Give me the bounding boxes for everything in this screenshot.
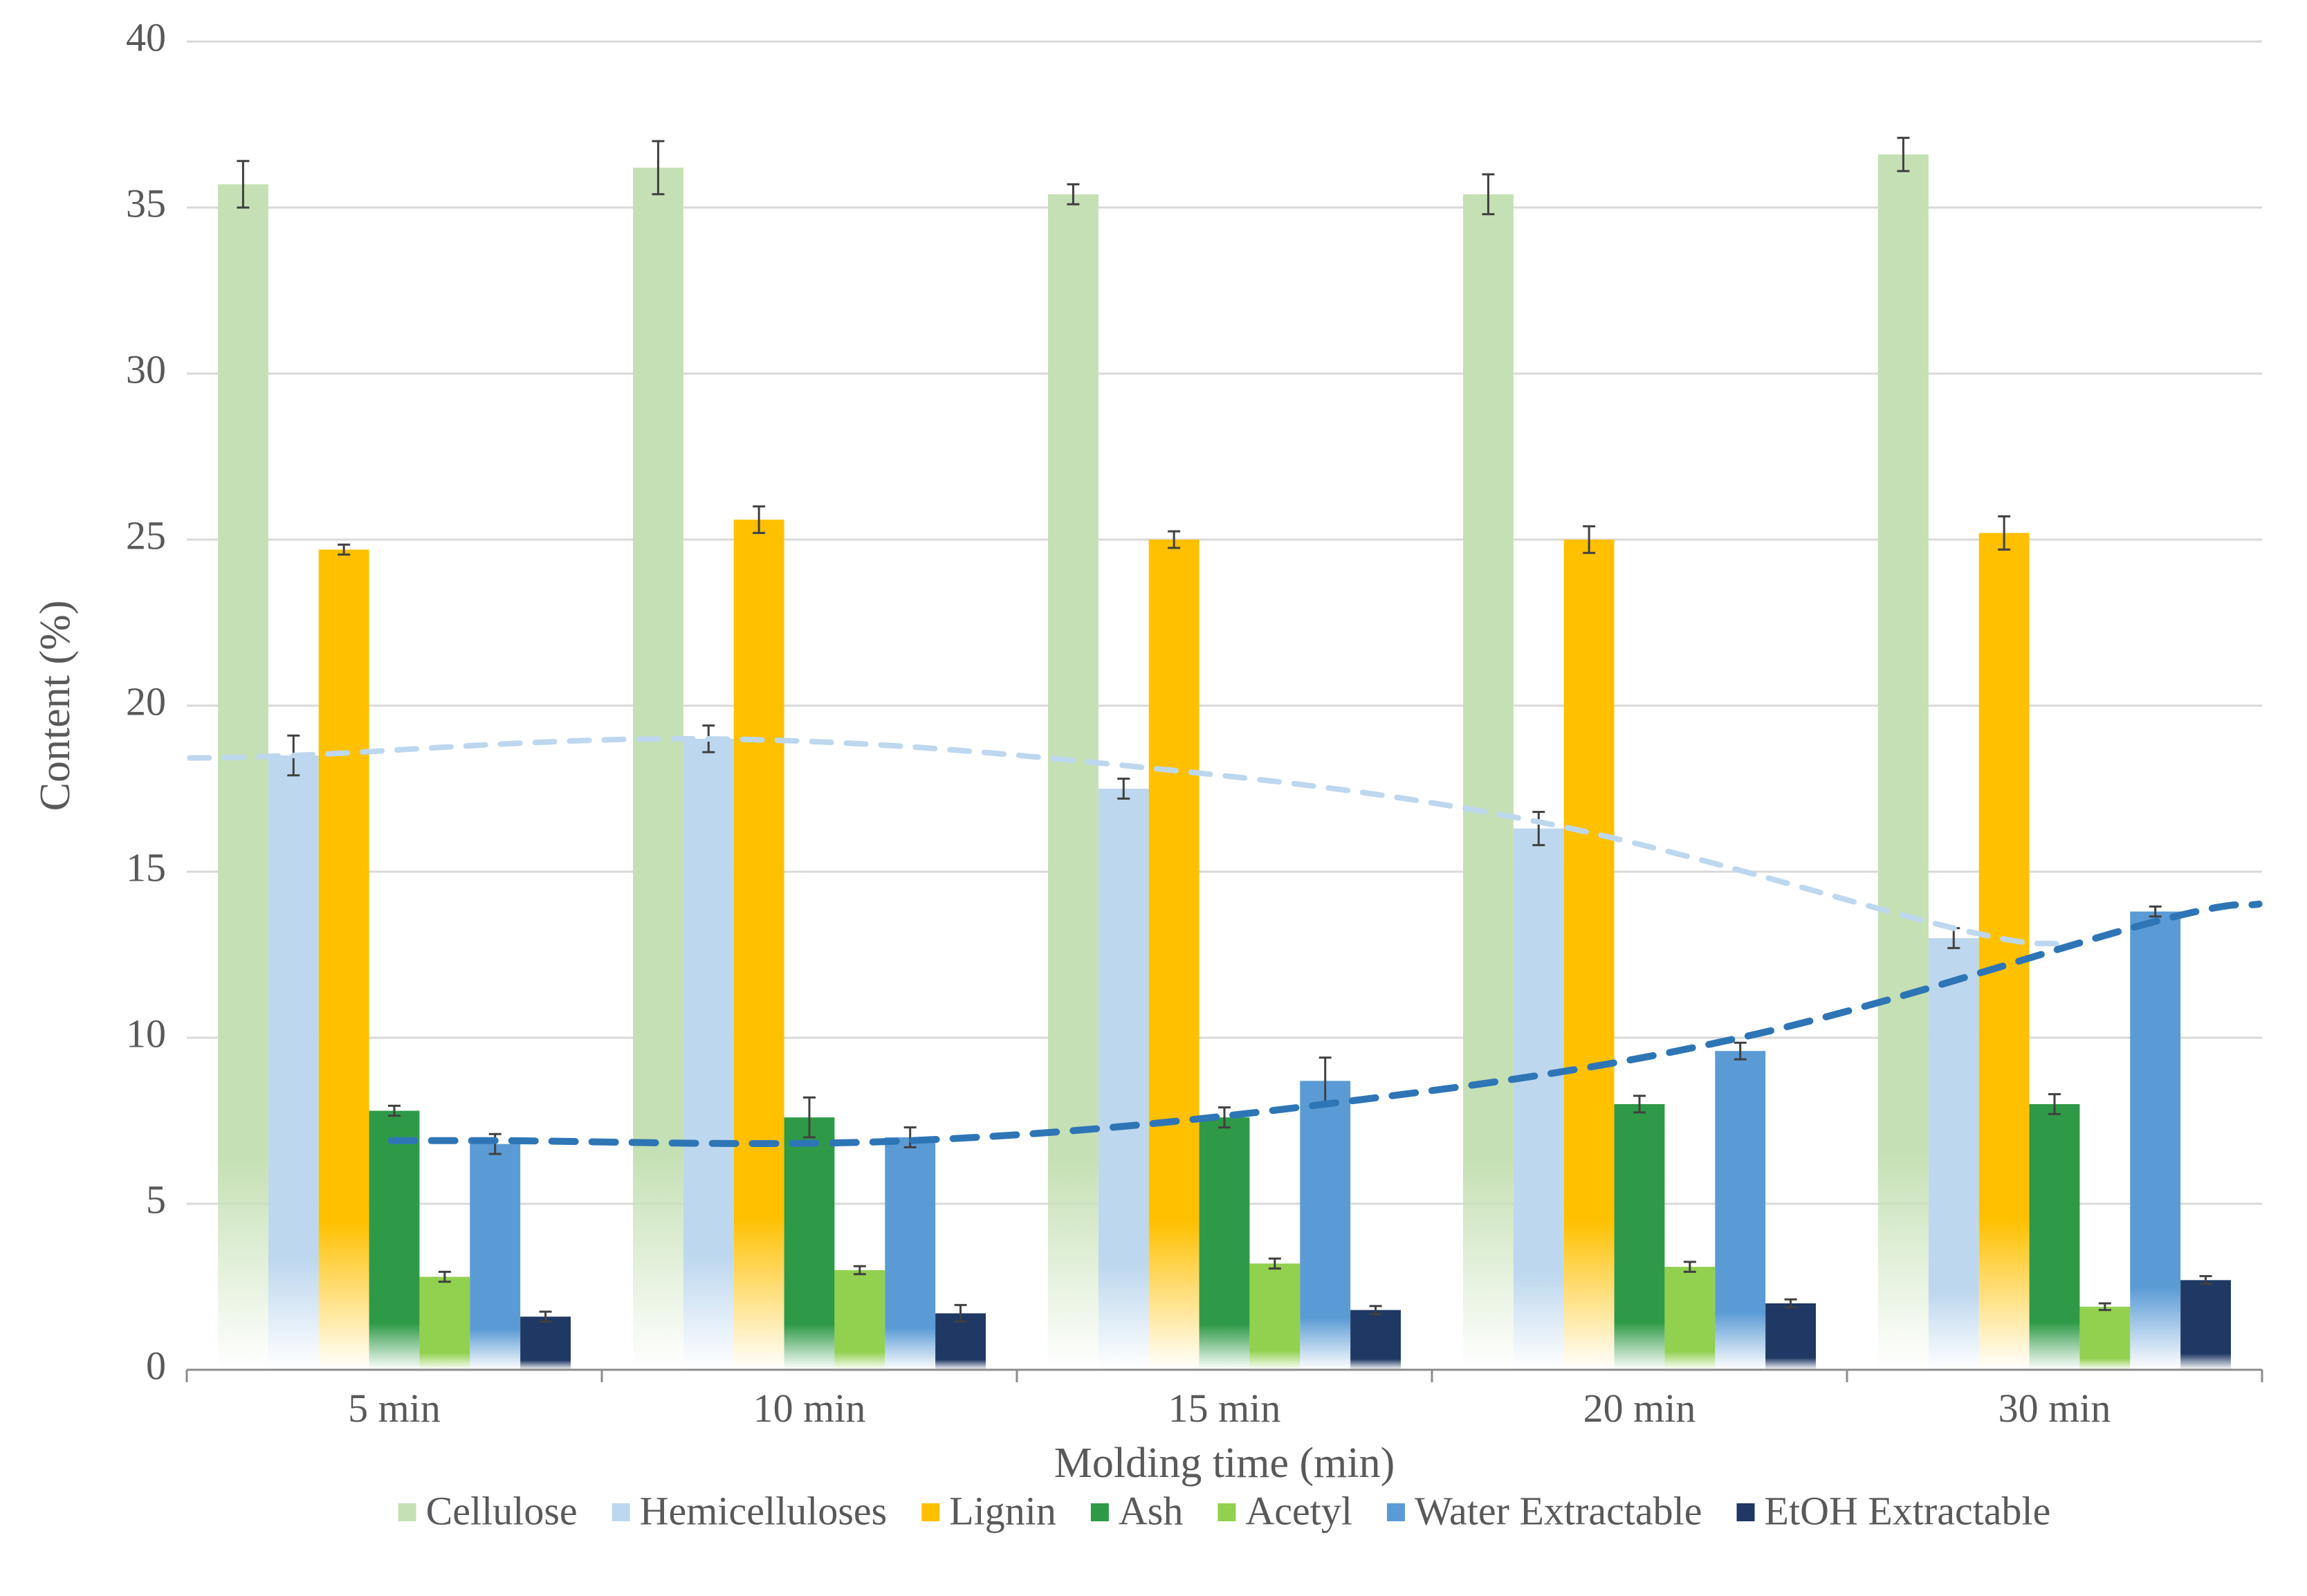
x-tick-label: 10 min	[753, 1386, 866, 1431]
legend-label: Cellulose	[426, 1488, 578, 1533]
bar-lignin	[1564, 540, 1615, 1370]
bar-acetyl	[1664, 1267, 1715, 1370]
chart-container: 0 5 10 15 20 25 30 35 40 5 min 10 min 15 min 20 min 3…	[0, 0, 2307, 1596]
bar-hemicelluloses	[1099, 789, 1149, 1370]
y-tick-label: 10	[126, 1011, 166, 1056]
legend-swatch	[1737, 1503, 1755, 1521]
bar-cellulose	[1463, 194, 1514, 1370]
legend-label: Ash	[1119, 1488, 1183, 1533]
x-tick-label: 15 min	[1168, 1386, 1281, 1431]
y-tick-label: 40	[126, 15, 166, 59]
bar-water-extractable	[470, 1144, 520, 1370]
bar-cellulose	[1048, 194, 1099, 1370]
bar-ash	[1615, 1104, 1665, 1370]
bar-cellulose	[633, 167, 683, 1370]
bar-cellulose	[1878, 154, 1929, 1370]
y-tick-label: 25	[126, 513, 166, 558]
bar-hemicelluloses	[1514, 829, 1564, 1370]
bar-acetyl	[834, 1270, 885, 1370]
bar-lignin	[734, 520, 784, 1370]
legend-label: Acetyl	[1245, 1488, 1352, 1533]
legend-swatch	[398, 1503, 416, 1521]
bar-hemicelluloses	[683, 739, 734, 1370]
bar-lignin	[1979, 533, 2030, 1370]
bar-water-extractable	[2130, 912, 2180, 1370]
bar-ash	[1200, 1117, 1250, 1370]
x-tick-label: 5 min	[348, 1386, 441, 1431]
bar-water-extractable	[1300, 1081, 1350, 1370]
bar-water-extractable	[885, 1137, 935, 1370]
y-tick-label: 5	[146, 1177, 166, 1222]
y-tick-label: 15	[126, 845, 166, 890]
bar-acetyl	[2079, 1307, 2130, 1370]
bar-acetyl	[1249, 1263, 1300, 1370]
y-tick-label: 20	[126, 679, 166, 724]
bar-ash	[2030, 1104, 2080, 1370]
x-tick-label: 20 min	[1583, 1386, 1696, 1431]
bar-lignin	[1149, 540, 1200, 1370]
bar-ash	[784, 1117, 835, 1370]
grouped-bar-chart: 0 5 10 15 20 25 30 35 40 5 min 10 min 15 min 20 min 3…	[0, 0, 2307, 1596]
y-tick-label: 35	[126, 181, 166, 226]
legend-label: Water Extractable	[1415, 1488, 1702, 1533]
legend-swatch	[1217, 1503, 1235, 1521]
bar-etoh-extractable	[520, 1317, 571, 1370]
x-axis-title: Molding time (min)	[1054, 1440, 1395, 1487]
legend-swatch	[612, 1503, 630, 1521]
legend-label: Hemicelluloses	[640, 1488, 888, 1533]
bar-ash	[369, 1111, 420, 1370]
bar-cellulose	[218, 184, 268, 1370]
x-tick-label: 30 min	[1998, 1386, 2111, 1431]
y-tick-label: 0	[146, 1343, 166, 1388]
bar-lignin	[319, 549, 369, 1370]
bar-etoh-extractable	[1765, 1303, 1816, 1370]
bar-hemicelluloses	[1929, 938, 1979, 1370]
bar-water-extractable	[1715, 1051, 1765, 1370]
legend-label: EtOH Extractable	[1765, 1488, 2051, 1533]
y-axis-title: Content (%)	[32, 600, 79, 811]
legend-label: Lignin	[949, 1488, 1056, 1533]
legend-swatch	[1387, 1503, 1405, 1521]
legend-swatch	[921, 1503, 939, 1521]
bar-acetyl	[419, 1277, 470, 1370]
legend-swatch	[1091, 1503, 1109, 1521]
y-tick-label: 30	[126, 347, 166, 392]
bar-etoh-extractable	[2180, 1280, 2231, 1370]
bar-hemicelluloses	[268, 755, 319, 1370]
bar-etoh-extractable	[1350, 1310, 1401, 1370]
